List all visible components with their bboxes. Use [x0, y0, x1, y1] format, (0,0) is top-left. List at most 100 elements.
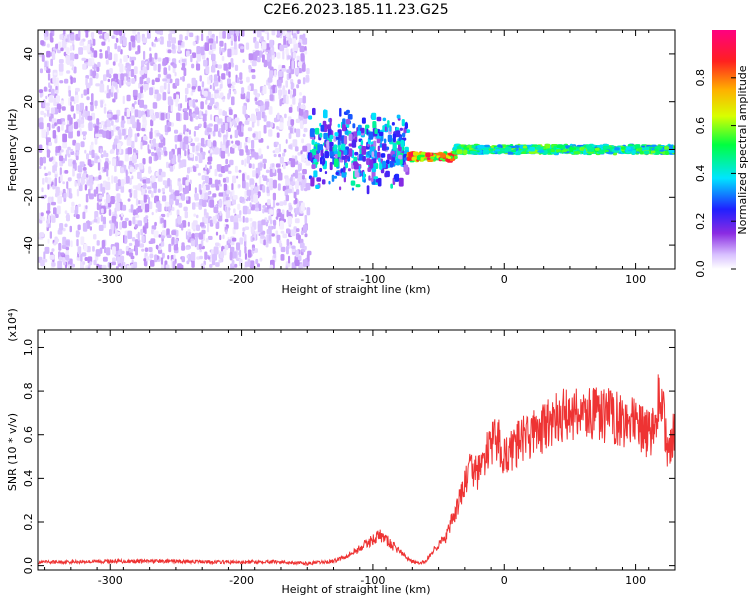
heatmap-cell [72, 77, 76, 83]
heatmap-cell [546, 148, 551, 153]
heatmap-cell [131, 60, 135, 66]
heatmap-cell [207, 104, 212, 110]
heatmap-cell [207, 191, 210, 196]
heatmap-cell [272, 199, 276, 208]
heatmap-cell [392, 154, 396, 158]
heatmap-cell [228, 109, 233, 116]
heatmap-cell [668, 149, 675, 153]
heatmap-cell [151, 151, 155, 157]
heatmap-cell [266, 186, 270, 194]
heatmap-cell [299, 242, 305, 249]
heatmap-cell [161, 187, 165, 192]
heatmap-cell [225, 210, 231, 219]
heatmap-cell [89, 261, 93, 266]
heatmap-cell [310, 128, 315, 138]
heatmap-cell [76, 188, 80, 197]
heatmap-cell [205, 175, 209, 184]
heatmap-cell [119, 30, 123, 36]
heatmap-cell [82, 211, 86, 220]
heatmap-cell [171, 206, 175, 211]
heatmap-cell [204, 170, 207, 177]
heatmap-cell [227, 170, 232, 174]
heatmap-cell [244, 226, 250, 230]
heatmap-cell [315, 184, 320, 189]
heatmap-cell [255, 108, 259, 112]
heatmap-cell [255, 50, 260, 56]
heatmap-cell [296, 84, 300, 89]
spectrogram-x-axis-title: Height of straight line (km) [281, 283, 430, 296]
heatmap-cell [290, 48, 293, 54]
heatmap-cell [262, 208, 265, 214]
heatmap-cell [152, 182, 157, 189]
heatmap-cell [195, 237, 198, 246]
heatmap-cell [207, 156, 213, 162]
heatmap-cell [52, 184, 56, 190]
heatmap-cell [119, 221, 122, 230]
heatmap-cell [215, 64, 219, 68]
heatmap-cell [127, 147, 133, 155]
heatmap-cell [215, 262, 220, 267]
heatmap-cell [538, 146, 544, 149]
heatmap-cell [209, 75, 212, 81]
heatmap-cell [302, 259, 308, 267]
heatmap-cell [244, 113, 248, 118]
heatmap-cell [317, 144, 321, 154]
heatmap-cell [500, 148, 506, 151]
heatmap-cell [117, 256, 120, 264]
heatmap-cell [176, 209, 180, 216]
heatmap-cell [149, 109, 154, 116]
heatmap-cell [58, 41, 62, 50]
heatmap-cell [294, 169, 298, 179]
heatmap-cell [111, 261, 116, 266]
heatmap-cell [46, 149, 50, 158]
heatmap-cell [207, 161, 212, 165]
heatmap-cell [112, 114, 118, 120]
heatmap-cell [142, 37, 148, 44]
heatmap-cell [69, 52, 75, 62]
heatmap-cell [240, 93, 246, 100]
heatmap-cell [144, 247, 149, 252]
heatmap-cell [664, 150, 670, 155]
heatmap-cell [147, 144, 150, 151]
heatmap-cell [94, 137, 98, 145]
heatmap-cell [140, 141, 143, 150]
heatmap-cell [456, 149, 463, 154]
heatmap-cell [420, 151, 426, 156]
heatmap-cell [131, 56, 137, 61]
heatmap-cell [266, 121, 271, 128]
heatmap-cell [339, 186, 342, 191]
heatmap-cell [631, 150, 635, 155]
heatmap-cell [573, 151, 580, 155]
colorbar-tick-label: 0.6 [694, 117, 707, 135]
heatmap-cell [252, 237, 255, 241]
heatmap-cell [104, 121, 108, 128]
heatmap-cell [38, 89, 43, 94]
heatmap-cell [51, 248, 55, 252]
heatmap-cell [78, 47, 83, 55]
heatmap-cell [215, 242, 220, 247]
heatmap-cell [236, 214, 242, 218]
heatmap-cell [185, 94, 188, 103]
heatmap-cell [368, 131, 374, 140]
heatmap-cell [402, 132, 406, 138]
heatmap-cell [230, 134, 233, 139]
snr-x-tick-label: -100 [360, 574, 385, 587]
heatmap-cell [166, 228, 170, 237]
heatmap-cell [79, 102, 84, 112]
heatmap-cell [269, 70, 274, 79]
heatmap-cell [256, 111, 262, 121]
heatmap-cell [251, 60, 257, 67]
heatmap-cell [129, 56, 132, 63]
heatmap-cell [158, 234, 162, 238]
heatmap-cell [86, 96, 90, 101]
heatmap-cell [107, 38, 110, 43]
heatmap-cell [104, 246, 107, 254]
heatmap-cell [142, 114, 146, 123]
heatmap-cell [403, 164, 409, 172]
heatmap-cell [196, 63, 201, 71]
heatmap-cell [60, 100, 64, 106]
heatmap-cell [82, 167, 87, 171]
heatmap-cell [160, 257, 164, 265]
heatmap-cell [242, 173, 245, 182]
heatmap-cell [418, 154, 425, 158]
